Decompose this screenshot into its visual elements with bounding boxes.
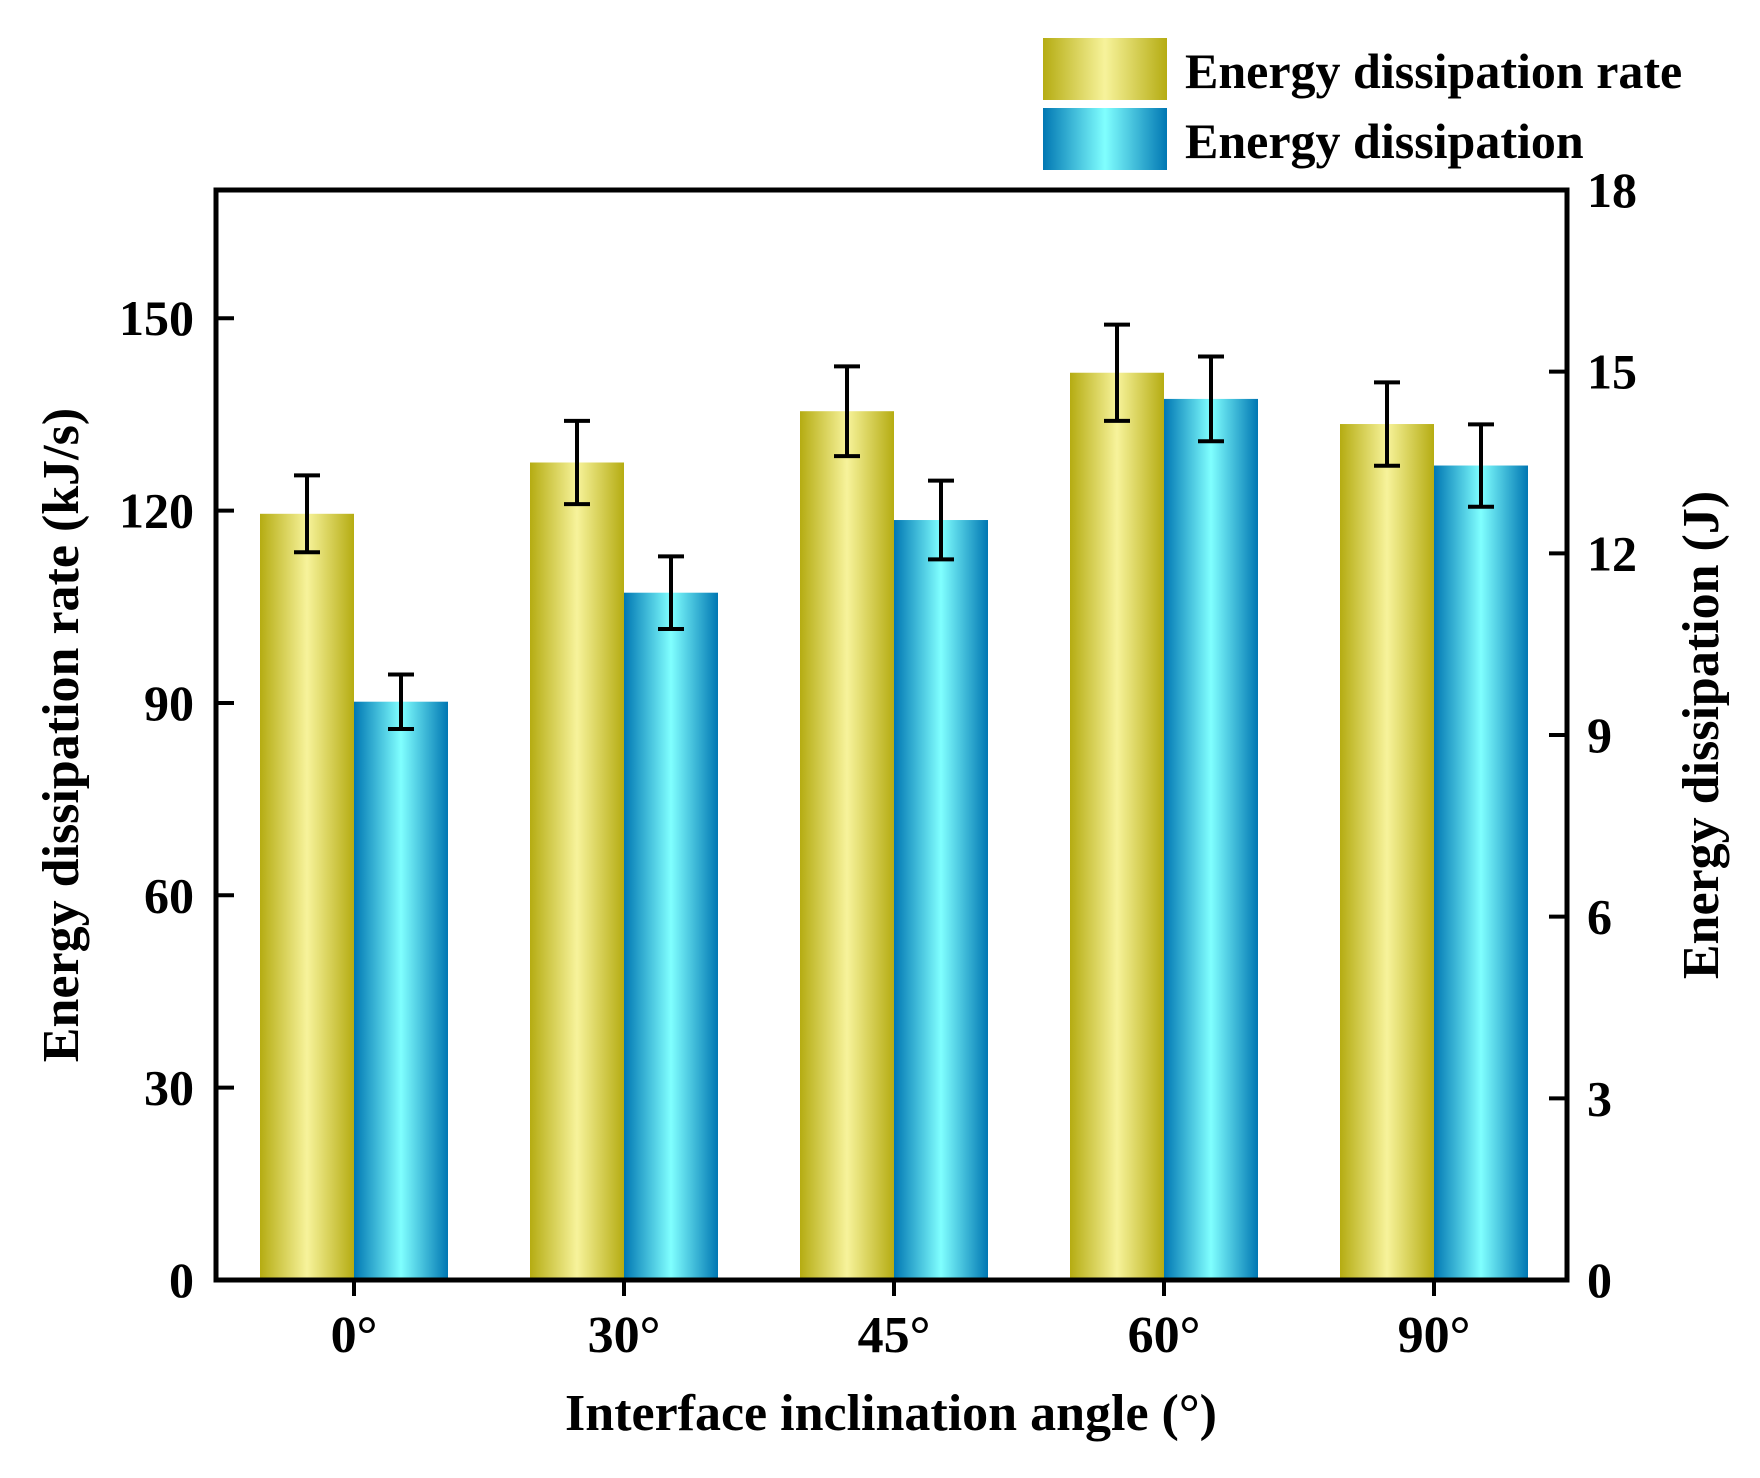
left-tick-label: 90 <box>144 675 194 731</box>
left-axis: 0 30 60 90 120 150 <box>119 290 234 1308</box>
error-bar-rate-3 <box>1104 322 1130 423</box>
error-bar-dissipation-0 <box>388 672 414 731</box>
right-tick-label: 15 <box>1587 344 1637 400</box>
x-tick-label: 60° <box>1128 1307 1201 1364</box>
error-bar-rate-2 <box>834 364 860 459</box>
x-tick-label: 30° <box>588 1307 661 1364</box>
errorbars-layer <box>294 322 1494 731</box>
right-tick-label: 6 <box>1587 889 1612 945</box>
left-tick-label: 30 <box>144 1060 194 1116</box>
x-tick-label: 90° <box>1398 1307 1471 1364</box>
legend-label-energy-dissipation: Energy dissipation <box>1185 113 1584 169</box>
right-tick-label: 3 <box>1587 1070 1612 1126</box>
bar-rate-3 <box>1070 372 1164 1280</box>
left-axis-title: Energy dissipation rate (kJ/s) <box>33 408 90 1062</box>
error-bar-dissipation-4 <box>1468 422 1494 509</box>
legend: Energy dissipation rate Energy dissipati… <box>1043 38 1682 170</box>
bar-rate-2 <box>800 411 894 1280</box>
legend-swatch-energy-dissipation-rate <box>1043 38 1167 100</box>
x-axis-title: Interface inclination angle (°) <box>565 1385 1217 1442</box>
legend-label-energy-dissipation-rate: Energy dissipation rate <box>1185 43 1682 99</box>
bars-layer <box>260 372 1528 1281</box>
error-bar-rate-1 <box>564 418 590 507</box>
bar-dissipation-4 <box>1434 465 1528 1280</box>
right-tick-label: 12 <box>1587 525 1637 581</box>
error-bar-rate-0 <box>294 473 320 555</box>
legend-swatch-energy-dissipation <box>1043 108 1167 170</box>
bar-dissipation-1 <box>624 592 718 1280</box>
left-tick-label: 0 <box>169 1252 194 1308</box>
error-bar-dissipation-3 <box>1198 354 1224 444</box>
bar-dissipation-2 <box>894 520 988 1280</box>
x-tick-label: 45° <box>858 1307 931 1364</box>
bar-dissipation-3 <box>1164 398 1258 1281</box>
x-axis: 0° 30° 45° 60° 90° <box>331 1280 1471 1364</box>
bar-rate-4 <box>1340 424 1434 1280</box>
error-bar-rate-4 <box>1374 380 1400 468</box>
x-tick-label: 0° <box>331 1307 378 1364</box>
right-tick-label: 18 <box>1587 162 1637 218</box>
bar-rate-0 <box>260 513 354 1280</box>
left-tick-label: 60 <box>144 867 194 923</box>
right-tick-label: 9 <box>1587 707 1612 763</box>
left-tick-label: 120 <box>119 483 194 539</box>
right-tick-label: 0 <box>1587 1252 1612 1308</box>
error-bar-dissipation-2 <box>928 478 954 562</box>
right-axis: 0 3 6 9 12 15 18 <box>1549 162 1637 1308</box>
left-tick-label: 150 <box>119 290 194 346</box>
error-bar-dissipation-1 <box>658 554 684 632</box>
bar-dissipation-0 <box>354 701 448 1280</box>
right-axis-title: Energy dissipation (J) <box>1673 491 1730 979</box>
bar-rate-1 <box>530 462 624 1280</box>
